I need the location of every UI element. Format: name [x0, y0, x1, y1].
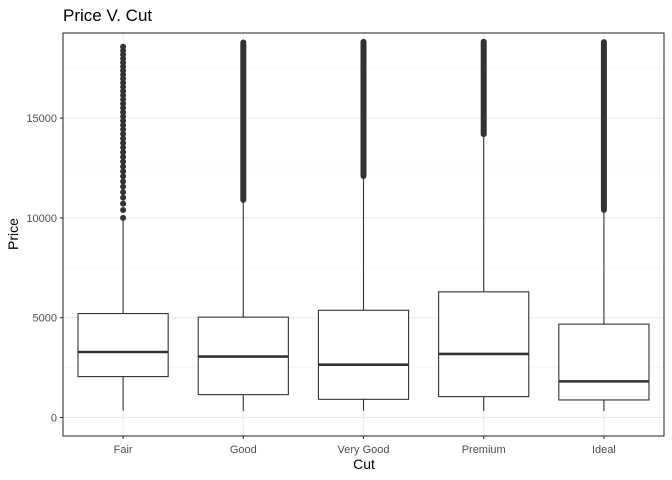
outlier-point — [120, 178, 127, 185]
outlier-point — [120, 88, 127, 95]
outlier-point — [120, 113, 127, 120]
iqr-box — [558, 323, 650, 401]
outlier-point — [120, 96, 127, 103]
plot-panel: 0 5000 10000 15000 Fair Good Very Good Premium I… — [26, 32, 665, 456]
x-tick-label: Ideal — [592, 444, 616, 456]
outlier-point — [120, 189, 127, 196]
outlier-point — [120, 168, 127, 175]
chart-title: Price V. Cut — [63, 6, 152, 25]
outlier-point — [120, 43, 127, 50]
x-tick-label: Fair — [114, 444, 133, 456]
outlier-point — [120, 92, 127, 99]
iqr-box — [317, 309, 410, 400]
x-axis-title: Cut — [353, 456, 375, 472]
outlier-point — [120, 139, 127, 146]
outlier-point — [120, 130, 127, 137]
outlier-point — [120, 122, 127, 129]
iqr-box — [438, 291, 530, 398]
outlier-point — [120, 109, 127, 116]
y-tick-label: 0 — [51, 412, 57, 424]
x-tick-label: Very Good — [338, 444, 390, 456]
outlier-point — [120, 104, 127, 111]
outlier-point — [120, 200, 127, 207]
outlier-point — [120, 117, 127, 124]
outlier-point — [120, 206, 127, 213]
outlier-point — [120, 126, 127, 133]
outlier-point — [120, 144, 127, 151]
outlier-point — [120, 135, 127, 142]
outlier-point — [120, 153, 127, 160]
x-tick-label: Good — [230, 444, 257, 456]
outlier-point — [120, 173, 127, 180]
outlier-point — [120, 149, 127, 156]
outlier-point — [120, 158, 127, 165]
outlier-point — [120, 214, 127, 221]
x-tick-label: Premium — [462, 444, 506, 456]
y-tick-label: 5000 — [33, 313, 57, 325]
y-tick-label: 15000 — [26, 113, 57, 125]
outlier-point — [120, 83, 127, 90]
outlier-point — [120, 183, 127, 190]
outlier-point — [120, 163, 127, 170]
outlier-point — [120, 194, 127, 201]
y-tick-label: 10000 — [26, 213, 57, 225]
y-axis-title: Price — [5, 218, 21, 250]
iqr-box — [77, 313, 169, 378]
outlier-point — [120, 100, 127, 107]
